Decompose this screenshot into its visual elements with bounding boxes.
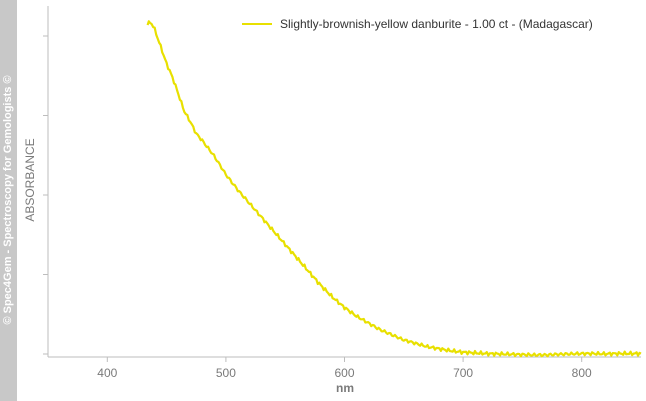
x-tick-label: 500 xyxy=(216,366,236,380)
x-axis-title: nm xyxy=(336,381,354,395)
chart-axes xyxy=(47,6,641,358)
series-group xyxy=(146,20,642,358)
x-tick-label: 600 xyxy=(334,366,354,380)
legend: Slightly-brownish-yellow danburite - 1.0… xyxy=(242,17,593,31)
y-axis-title: ABSORBANCE xyxy=(23,138,37,221)
y-ticks xyxy=(43,35,48,355)
series-line xyxy=(146,20,642,358)
x-tick-label: 700 xyxy=(453,366,473,380)
x-tick-label: 400 xyxy=(97,366,117,380)
x-ticks: 400 500 600 700 800 xyxy=(97,357,592,380)
legend-label: Slightly-brownish-yellow danburite - 1.0… xyxy=(280,17,593,31)
watermark-sidebar: © Spec4Gem - Spectroscopy for Gemologist… xyxy=(0,0,17,401)
x-tick-label: 800 xyxy=(572,366,592,380)
